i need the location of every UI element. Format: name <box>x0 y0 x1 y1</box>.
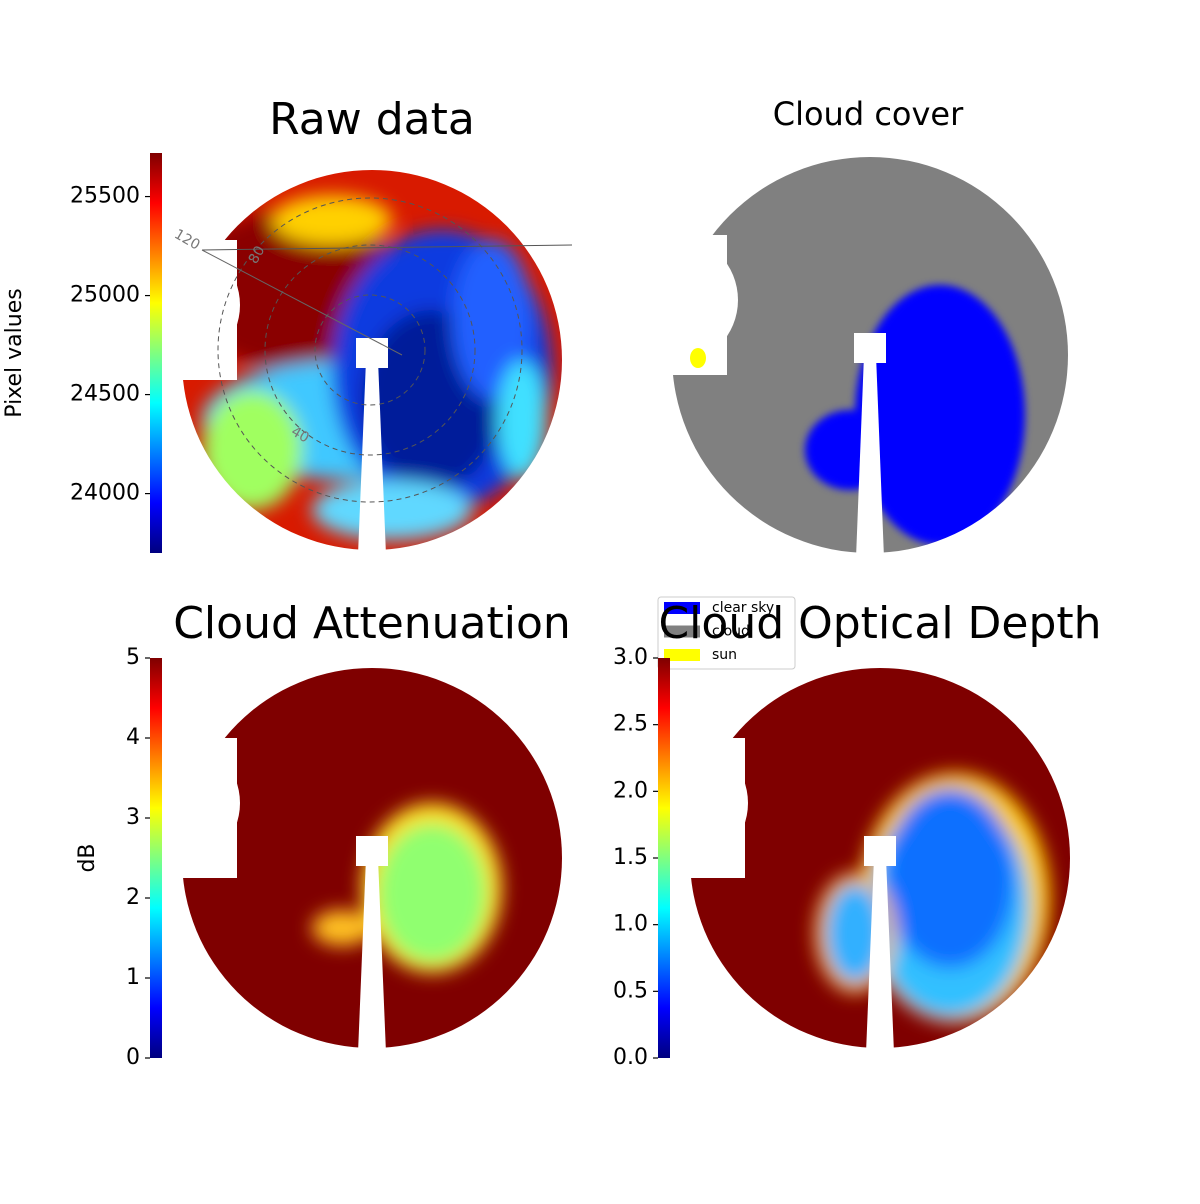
panel-title: Cloud cover <box>773 95 964 133</box>
polar-label: 80 <box>246 243 269 266</box>
colorbar-tick-label: 24500 <box>70 382 140 407</box>
polar-ring <box>217 197 523 503</box>
colorbar <box>658 658 670 1058</box>
colorbar-tick-label: 1 <box>126 965 140 990</box>
colorbar-tick-label: 24000 <box>70 481 140 506</box>
colorbar-tick-label: 4 <box>126 725 140 750</box>
panel-title: Cloud Attenuation <box>173 598 571 649</box>
legend-swatch <box>664 649 700 661</box>
polar-ring <box>314 294 426 406</box>
colorbar-label: dB <box>75 843 100 872</box>
legend-label: cloud <box>712 624 750 640</box>
panel: Raw data 24000 24500 25000 25500 Pixel values… <box>2 94 573 553</box>
polar-label: 40 <box>288 424 311 447</box>
colorbar-tick-label: 2 <box>126 885 140 910</box>
panel: Cloud Optical Depth 0.0 0.5 1.0 1.5 2.0 2.5 3.0 <box>613 598 1102 1070</box>
sky-feature <box>855 285 1025 545</box>
sky-features <box>805 285 1025 545</box>
sky-feature <box>825 883 885 983</box>
panel-title: Cloud Optical Depth <box>658 598 1101 649</box>
sky-feature <box>452 240 532 400</box>
sky-feature <box>805 410 895 490</box>
sky-features <box>815 773 1050 1023</box>
colorbar-tick-label: 2.0 <box>613 778 648 803</box>
colorbar-tick-label: 1.5 <box>613 845 648 870</box>
polar-spoke <box>201 244 573 251</box>
sky-feature <box>885 788 1015 968</box>
sky-feature <box>377 823 487 963</box>
panel: Cloud cover clear sky cloud sun <box>657 95 1068 670</box>
colorbar-label: Pixel values <box>2 288 27 417</box>
colorbar <box>150 153 162 553</box>
polar-spoke <box>201 249 403 356</box>
panel: Cloud Attenuation 0 1 2 3 4 5 dB <box>75 598 571 1070</box>
colorbar-tick-label: 3 <box>126 805 140 830</box>
colorbar-tick-label: 25000 <box>70 283 140 308</box>
polar-ring <box>264 244 476 456</box>
sky-features <box>182 195 552 540</box>
legend-label: clear sky <box>712 600 774 616</box>
colorbar-tick-label: 25500 <box>70 184 140 209</box>
colorbar-tick-label: 5 <box>126 645 140 670</box>
colorbar-tick-label: 3.0 <box>613 645 648 670</box>
colorbar <box>150 658 162 1058</box>
sky-image <box>672 157 1068 553</box>
legend-label: sun <box>712 647 737 663</box>
colorbar-tick-label: 0.0 <box>613 1045 648 1070</box>
colorbar-tick-label: 0.5 <box>613 978 648 1003</box>
sky-feature <box>312 910 372 946</box>
sky-features <box>312 803 502 973</box>
legend-swatch <box>664 602 700 614</box>
sky-feature <box>497 360 547 480</box>
sun-marker <box>690 348 706 368</box>
colorbar-tick-label: 0 <box>126 1045 140 1070</box>
legend-swatch <box>664 625 700 638</box>
polar-grid <box>201 197 573 503</box>
sky-feature <box>272 195 392 245</box>
sky-feature <box>202 390 302 510</box>
sky-image <box>690 668 1070 1048</box>
colorbar-tick-label: 1.0 <box>613 912 648 937</box>
panel-title: Raw data <box>269 94 475 145</box>
sky-feature <box>312 480 472 540</box>
colorbar-tick-label: 2.5 <box>613 712 648 737</box>
sky-image <box>182 170 562 550</box>
sky-image <box>182 668 562 1048</box>
